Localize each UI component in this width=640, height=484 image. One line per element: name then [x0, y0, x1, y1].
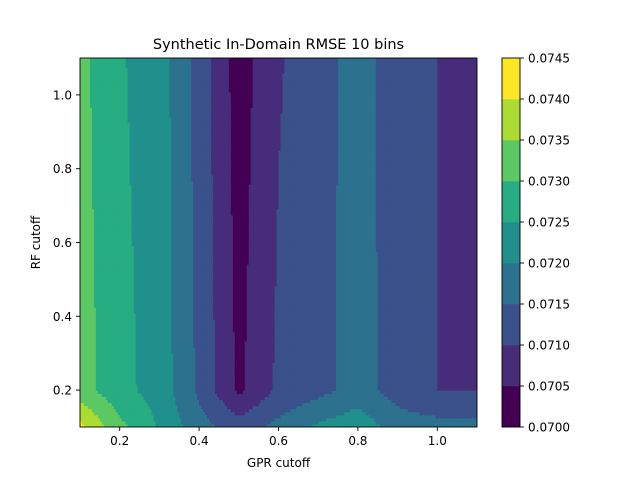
plot-area [80, 58, 478, 428]
chart-title: Synthetic In-Domain RMSE 10 bins [153, 37, 404, 53]
